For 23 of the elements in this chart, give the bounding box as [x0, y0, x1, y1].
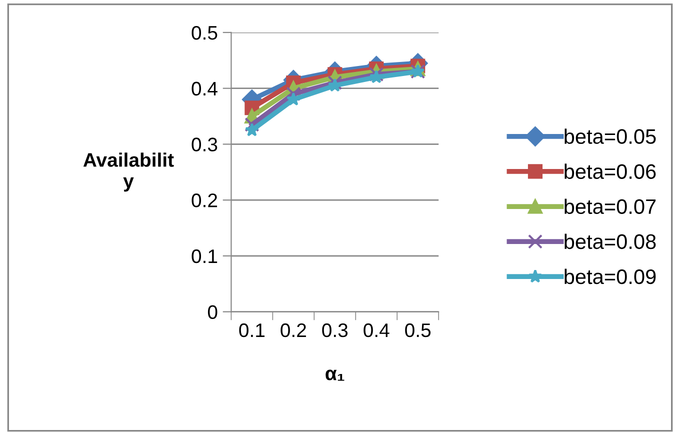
legend-label: beta=0.08	[564, 234, 656, 250]
y-axis-title: Availabilit y	[83, 152, 174, 192]
point	[244, 122, 259, 136]
x-tick-label: 0.3	[322, 323, 348, 338]
y-tick-label: 0.4	[192, 82, 218, 96]
legend-label: beta=0.09	[564, 268, 656, 284]
x-tick-label: 0.5	[405, 323, 431, 338]
point	[286, 86, 301, 102]
y-tick-label: 0.3	[192, 138, 218, 152]
x-tick-label: 0.4	[364, 323, 390, 338]
x-axis-title: α₁	[326, 370, 344, 381]
y-tick-label: 0.5	[192, 26, 218, 40]
x-tick-label: 0.1	[239, 323, 265, 338]
legend-label: beta=0.06	[564, 164, 656, 179]
y-tick-label: 0	[208, 305, 218, 319]
point	[286, 92, 300, 106]
y-tick-label: 0.2	[192, 194, 218, 208]
point	[328, 75, 342, 90]
legend-label: beta=0.07	[564, 198, 656, 214]
y-tick-label: 0.1	[192, 249, 218, 264]
x-tick-label: 0.2	[280, 323, 306, 338]
point	[244, 117, 260, 132]
legend-label: beta=0.05	[564, 128, 656, 144]
